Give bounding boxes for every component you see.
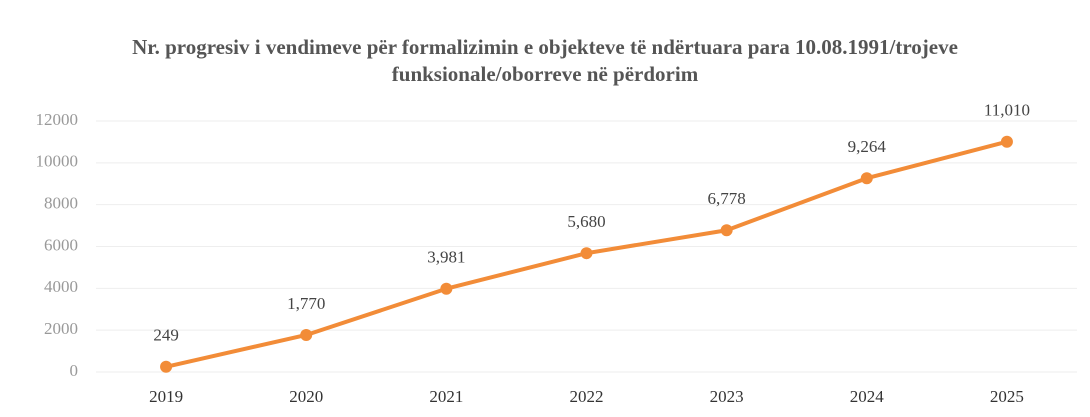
data-label: 1,770 xyxy=(287,294,325,313)
x-tick-label: 2019 xyxy=(149,387,183,406)
x-tick-label: 2023 xyxy=(710,387,744,406)
point xyxy=(160,360,173,373)
y-tick-label: 4000 xyxy=(44,277,78,296)
point xyxy=(1000,135,1013,148)
y-tick-label: 10000 xyxy=(36,152,79,171)
x-tick-label: 2024 xyxy=(850,387,885,406)
x-tick-label: 2020 xyxy=(289,387,323,406)
x-tick-label: 2025 xyxy=(990,387,1024,406)
y-tick-label: 12000 xyxy=(36,110,79,129)
data-label: 5,680 xyxy=(567,212,605,231)
point xyxy=(440,282,453,295)
data-label: 6,778 xyxy=(708,189,746,208)
y-tick-label: 2000 xyxy=(44,319,78,338)
data-label: 3,981 xyxy=(427,248,465,267)
data-label: 249 xyxy=(153,326,179,345)
y-tick-label: 6000 xyxy=(44,235,78,254)
data-label: 11,010 xyxy=(984,101,1030,120)
data-label: 9,264 xyxy=(848,137,887,156)
point xyxy=(720,224,733,237)
chart-title: Nr. progresiv i vendimeve për formalizim… xyxy=(132,35,958,86)
y-tick-label: 0 xyxy=(70,361,79,380)
point xyxy=(580,247,593,260)
x-tick-label: 2022 xyxy=(570,387,604,406)
point xyxy=(860,172,873,185)
point xyxy=(300,328,313,341)
y-tick-label: 8000 xyxy=(44,194,78,213)
x-tick-label: 2021 xyxy=(429,387,463,406)
